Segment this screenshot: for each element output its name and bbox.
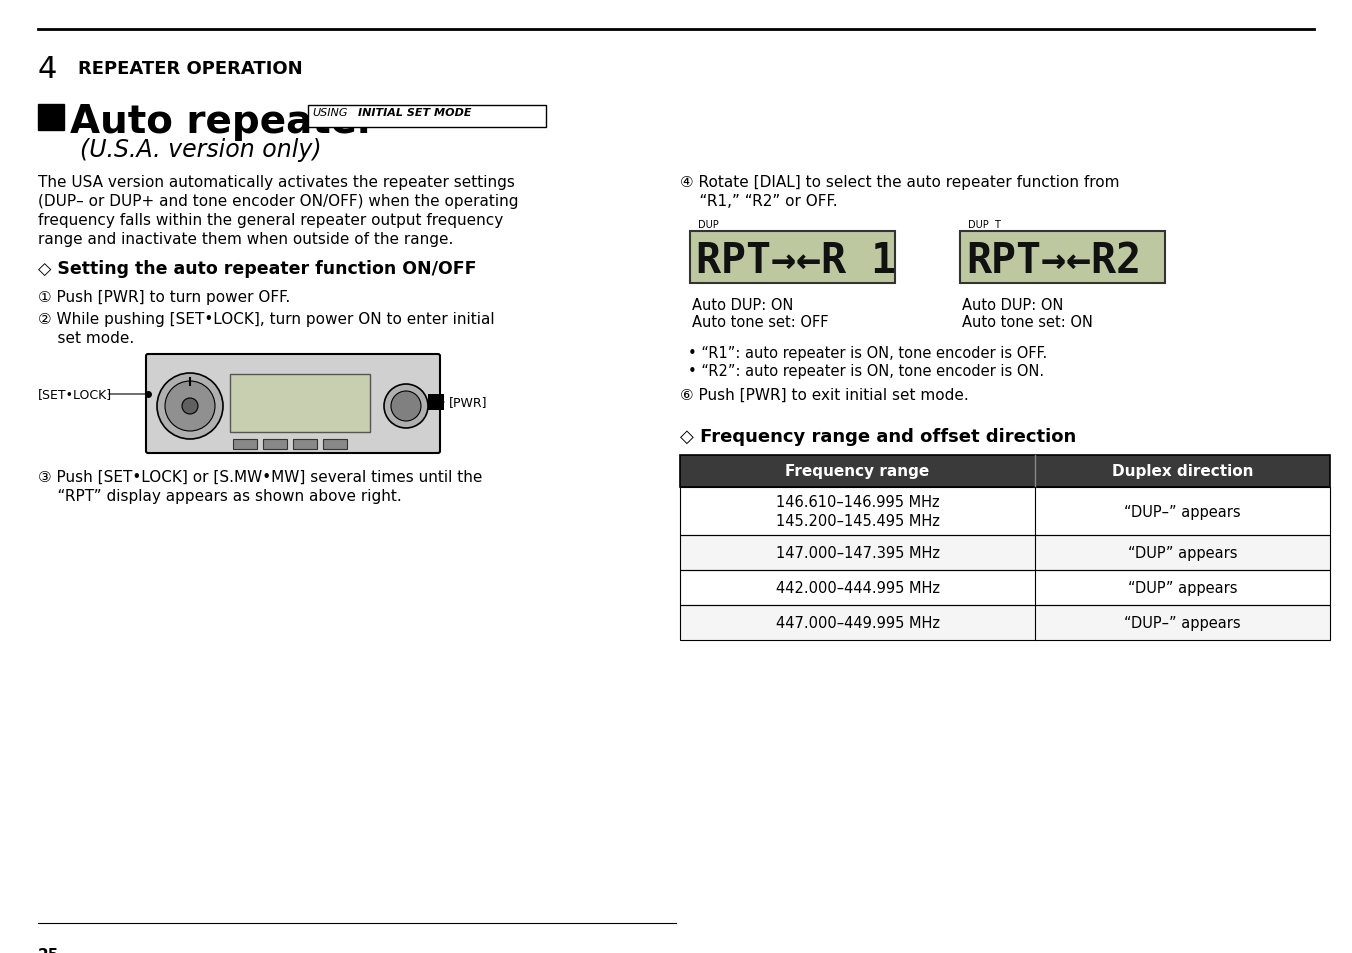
Text: 147.000–147.395 MHz: 147.000–147.395 MHz [776,545,940,560]
Bar [680,605,1330,640]
Text: ③ Push [SET•LOCK] or [S.MW•MW] several times until the: ③ Push [SET•LOCK] or [S.MW•MW] several t… [38,470,483,484]
Bar [680,488,1330,536]
Text: DUP: DUP [698,220,719,230]
Circle shape [183,398,197,415]
Text: “DUP” appears: “DUP” appears [1128,545,1237,560]
Bar [233,439,257,450]
Text: Auto DUP: ON: Auto DUP: ON [692,297,794,313]
Text: • “R2”: auto repeater is ON, tone encoder is ON.: • “R2”: auto repeater is ON, tone encode… [688,364,1044,378]
Text: “DUP–” appears: “DUP–” appears [1124,504,1241,519]
Circle shape [157,374,223,439]
Bar [323,439,347,450]
Circle shape [384,385,429,429]
Text: USING: USING [312,108,347,118]
Bar [680,488,1330,536]
Bar [680,605,1330,640]
Bar [680,456,1330,488]
Circle shape [391,392,420,421]
Text: REPEATER OPERATION: REPEATER OPERATION [78,60,303,78]
Bar [690,232,895,284]
Text: INITIAL SET MODE: INITIAL SET MODE [358,108,472,118]
Bar [680,571,1330,605]
Bar [680,536,1330,571]
Bar [264,439,287,450]
Text: frequency falls within the general repeater output frequency: frequency falls within the general repea… [38,213,503,228]
Bar [293,439,316,450]
Text: “RPT” display appears as shown above right.: “RPT” display appears as shown above rig… [38,489,402,503]
Text: “R1,” “R2” or OFF.: “R1,” “R2” or OFF. [680,193,838,209]
Text: RPT→←R2: RPT→←R2 [965,240,1141,282]
Text: 145.200–145.495 MHz: 145.200–145.495 MHz [776,513,940,528]
Text: 442.000–444.995 MHz: 442.000–444.995 MHz [776,580,940,596]
Circle shape [165,381,215,432]
Text: (DUP– or DUP+ and tone encoder ON/OFF) when the operating: (DUP– or DUP+ and tone encoder ON/OFF) w… [38,193,519,209]
Bar [230,375,370,433]
Text: (U.S.A. version only): (U.S.A. version only) [80,138,322,162]
Text: ◇ Frequency range and offset direction: ◇ Frequency range and offset direction [680,428,1076,446]
Bar [680,456,1330,488]
Text: Frequency range: Frequency range [786,464,930,479]
Text: 447.000–449.995 MHz: 447.000–449.995 MHz [776,616,940,630]
Text: Auto DUP: ON: Auto DUP: ON [963,297,1064,313]
Bar [38,105,64,131]
Text: The USA version automatically activates the repeater settings: The USA version automatically activates … [38,174,515,190]
Text: ⑥ Push [PWR] to exit initial set mode.: ⑥ Push [PWR] to exit initial set mode. [680,388,969,402]
Bar [680,536,1330,571]
Text: ④ Rotate [DIAL] to select the auto repeater function from: ④ Rotate [DIAL] to select the auto repea… [680,174,1119,190]
Text: Auto repeater: Auto repeater [70,103,376,141]
Text: RPT→←R 1: RPT→←R 1 [696,240,896,282]
Text: ◇ Setting the auto repeater function ON/OFF: ◇ Setting the auto repeater function ON/… [38,260,476,277]
Text: 146.610–146.995 MHz: 146.610–146.995 MHz [776,495,940,510]
Text: [SET•LOCK]: [SET•LOCK] [38,388,112,401]
Text: 25: 25 [38,947,59,953]
FancyBboxPatch shape [146,355,439,454]
Text: ① Push [PWR] to turn power OFF.: ① Push [PWR] to turn power OFF. [38,290,291,305]
Text: “DUP” appears: “DUP” appears [1128,580,1237,596]
Text: Auto tone set: ON: Auto tone set: ON [963,314,1092,330]
Bar [429,395,443,411]
Bar [960,232,1165,284]
Text: “DUP–” appears: “DUP–” appears [1124,616,1241,630]
Text: • “R1”: auto repeater is ON, tone encoder is OFF.: • “R1”: auto repeater is ON, tone encode… [688,346,1048,360]
Text: ② While pushing [SET•LOCK], turn power ON to enter initial: ② While pushing [SET•LOCK], turn power O… [38,312,495,327]
Text: range and inactivate them when outside of the range.: range and inactivate them when outside o… [38,232,453,247]
Text: Duplex direction: Duplex direction [1111,464,1253,479]
Bar [680,571,1330,605]
Text: set mode.: set mode. [38,331,134,346]
Bar [308,106,546,128]
Text: DUP  T: DUP T [968,220,1000,230]
Text: Auto tone set: OFF: Auto tone set: OFF [692,314,829,330]
Text: [PWR]: [PWR] [449,396,488,409]
Text: 4: 4 [38,55,57,84]
